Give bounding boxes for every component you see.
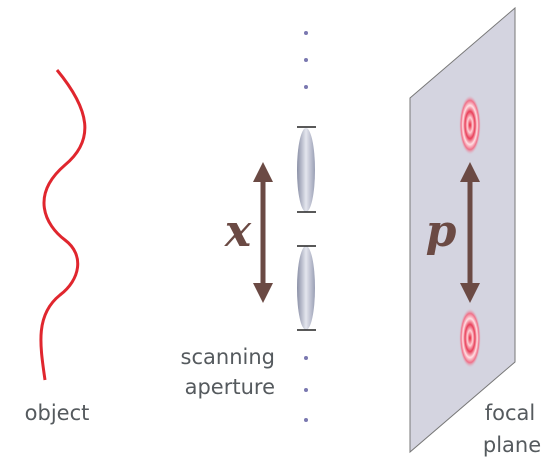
lenses [297,126,316,331]
aperture-label: scanning [181,345,275,369]
focal-label: focal [485,401,536,425]
object-wave [39,69,87,381]
x-label: x [224,206,252,257]
p-label: p [426,206,457,257]
object-label: object [25,401,90,425]
spot [459,308,481,368]
aperture-dots [304,31,308,422]
aperture-label: aperture [185,375,275,399]
spot [459,95,481,155]
focal-label: plane [483,433,541,457]
